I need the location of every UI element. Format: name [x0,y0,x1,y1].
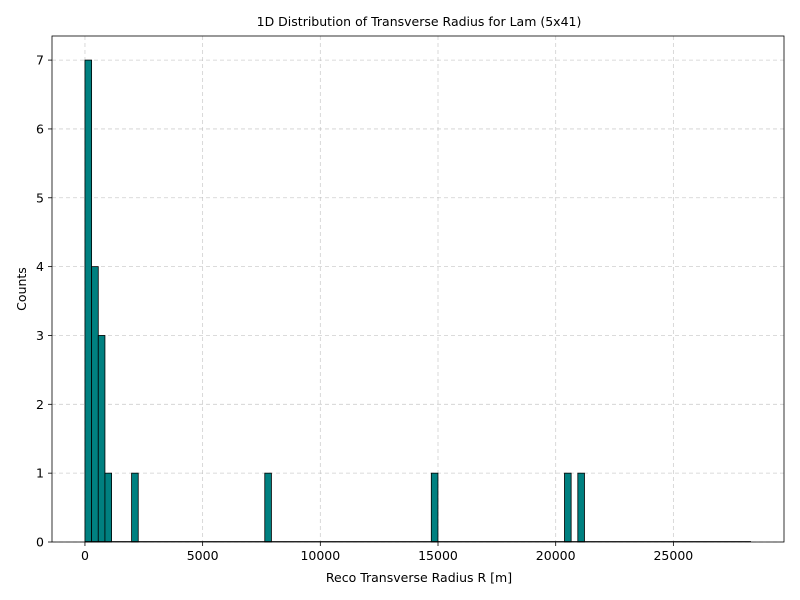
histogram-bar [264,472,272,543]
y-tick-label: 0 [36,535,44,550]
histogram-bar [131,472,139,543]
y-tick-label: 5 [36,190,44,205]
y-axis-label: Counts [14,267,29,311]
y-axis: 0 1 2 3 4 5 6 7 [36,53,52,550]
y-tick-label: 6 [36,121,44,136]
x-tick-label: 20000 [536,548,576,563]
grid [52,36,784,543]
x-axis: 0 5000 10000 15000 20000 25000 [81,542,693,563]
y-tick-label: 3 [36,328,44,343]
histogram-bar [84,59,93,543]
y-tick-label: 7 [36,53,44,68]
chart-title: 1D Distribution of Transverse Radius for… [257,14,582,29]
y-tick-label: 1 [36,466,44,481]
x-axis-label: Reco Transverse Radius R [m] [326,570,512,585]
histogram-bar [430,472,439,543]
x-tick-label: 0 [81,548,89,563]
plot-frame [51,35,785,543]
x-tick-label: 10000 [300,548,340,563]
y-tick-label: 4 [36,259,44,274]
histogram-bar [91,266,99,543]
x-tick-label: 25000 [653,548,693,563]
histogram-bar [97,335,106,543]
x-tick-label: 15000 [418,548,458,563]
x-tick-label: 5000 [187,548,219,563]
bars [84,59,752,543]
histogram-bar [577,472,585,543]
y-tick-label: 2 [36,397,44,412]
histogram-bar [104,472,112,543]
histogram-bar [564,472,572,543]
